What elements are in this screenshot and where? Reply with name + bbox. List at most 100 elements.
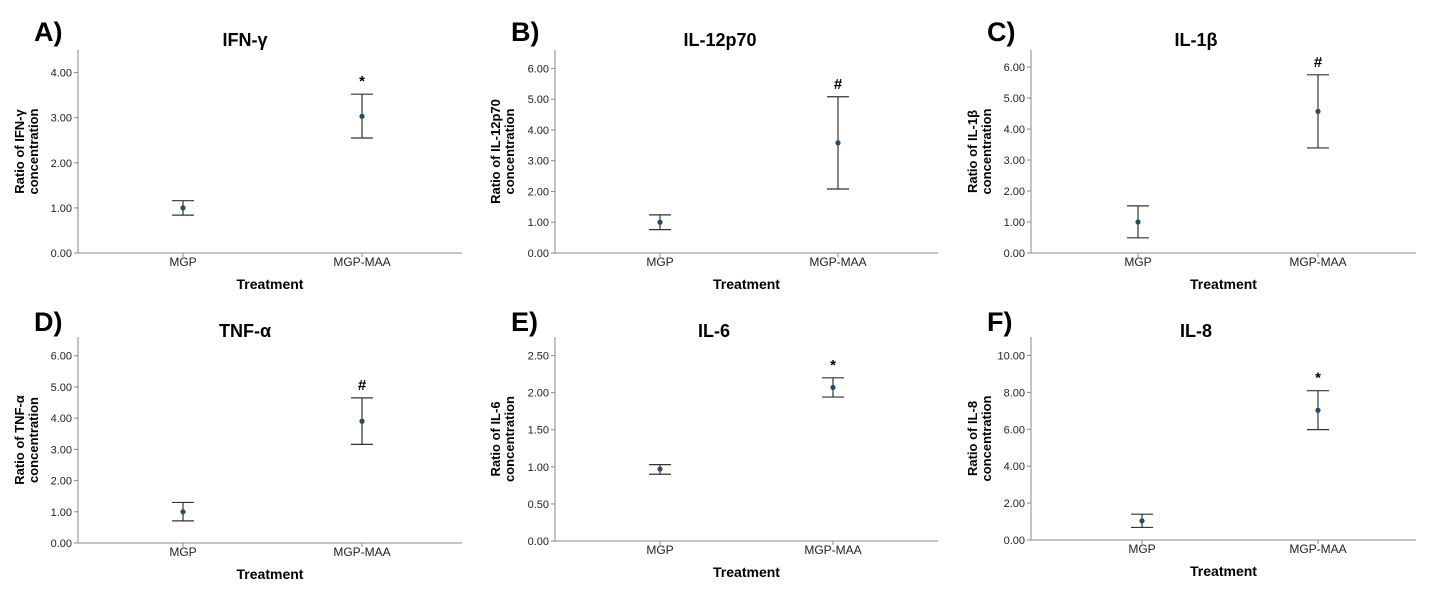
significance-marker: * bbox=[359, 73, 365, 90]
x-tick-label: MGP bbox=[646, 255, 673, 269]
y-tick-label: 4.00 bbox=[528, 125, 549, 137]
x-tick-label: MGP-MAA bbox=[333, 255, 390, 269]
mean-point bbox=[1139, 518, 1145, 524]
mean-point bbox=[835, 140, 841, 146]
mean-point bbox=[180, 205, 186, 211]
y-tick-label: 10.00 bbox=[997, 350, 1025, 362]
panel-letter: B) bbox=[511, 17, 540, 47]
y-tick-label: 2.00 bbox=[528, 186, 549, 198]
y-axis-title-line: concentration bbox=[502, 396, 517, 482]
y-tick-label: 2.50 bbox=[528, 351, 549, 363]
panel-letter: D) bbox=[34, 307, 63, 337]
y-tick-label: 6.00 bbox=[528, 63, 549, 75]
x-axis-title: Treatment bbox=[713, 276, 780, 292]
y-axis-title-line: concentration bbox=[502, 108, 517, 194]
panel-letter: A) bbox=[34, 17, 63, 47]
x-axis-title: Treatment bbox=[713, 564, 780, 580]
y-tick-label: 1.00 bbox=[528, 217, 549, 229]
y-tick-label: 4.00 bbox=[1004, 124, 1025, 136]
y-tick-label: 3.00 bbox=[51, 444, 72, 456]
x-tick-label: MGP bbox=[169, 545, 196, 559]
y-tick-label: 0.00 bbox=[1004, 248, 1025, 260]
y-tick-label: 4.00 bbox=[51, 413, 72, 425]
significance-marker: # bbox=[834, 76, 843, 93]
y-tick-label: 1.00 bbox=[51, 507, 72, 519]
panel-il-1beta: C) IL-1β 0.00 1.00 2.00 3.00 4.00 5.00 6.00 Ratio… bbox=[965, 17, 1416, 292]
mean-point bbox=[830, 384, 836, 391]
y-axis-title-line: Ratio of IFN-γ bbox=[12, 108, 27, 193]
mean-point bbox=[180, 509, 186, 515]
y-tick-label: 2.00 bbox=[51, 476, 72, 488]
panel-il-8: F) IL-8 0.00 2.00 4.00 6.00 8.00 10.00 Ratio of … bbox=[965, 307, 1416, 579]
y-axis-title-line: Ratio of IL-1β bbox=[965, 110, 980, 193]
mean-point bbox=[359, 113, 365, 119]
y-tick-label: 0.00 bbox=[51, 538, 72, 550]
y-axis-title-line: concentration bbox=[26, 397, 41, 483]
y-tick-label: 1.00 bbox=[1004, 217, 1025, 229]
y-tick-label: 4.00 bbox=[1004, 461, 1025, 473]
x-tick-label: MGP-MAA bbox=[804, 543, 861, 557]
mean-point bbox=[1135, 219, 1141, 225]
panel-letter: F) bbox=[987, 307, 1012, 337]
y-tick-label: 4.00 bbox=[51, 68, 72, 80]
x-axis-title: Treatment bbox=[237, 566, 304, 582]
y-axis-title-line: Ratio of TNF-α bbox=[12, 395, 27, 485]
panel-il-6: E) IL-6 0.00 0.50 1.00 1.50 2.00 2.50 Ratio of I… bbox=[488, 307, 938, 580]
chart-title: TNF-α bbox=[219, 321, 271, 341]
y-axis-title-line: concentration bbox=[26, 108, 41, 194]
mean-point bbox=[1315, 407, 1321, 413]
y-axis-title: Ratio of IL-6concentration bbox=[488, 396, 517, 482]
panel-tnf-alpha: D) TNF-α 0.00 1.00 2.00 3.00 4.00 5.00 6.00 Ratio… bbox=[12, 307, 462, 582]
panel-letter: C) bbox=[987, 17, 1016, 47]
x-tick-label: MGP bbox=[646, 543, 673, 557]
y-axis-title-line: Ratio of IL-8 bbox=[965, 401, 980, 476]
y-tick-label: 0.50 bbox=[528, 499, 549, 511]
y-axis-title-line: concentration bbox=[979, 395, 994, 481]
x-axis-title: Treatment bbox=[1190, 276, 1257, 292]
significance-marker: # bbox=[358, 377, 367, 394]
x-tick-label: MGP-MAA bbox=[809, 255, 866, 269]
x-tick-label: MGP bbox=[1124, 255, 1151, 269]
panel-ifn-gamma: A) IFN-γ 0.00 1.00 2.00 3.00 4.00 Ratio of IFN-… bbox=[12, 17, 462, 292]
y-tick-label: 0.00 bbox=[1004, 535, 1025, 547]
y-tick-label: 3.00 bbox=[1004, 155, 1025, 167]
panel-il-12p70: B) IL-12p70 0.00 1.00 2.00 3.00 4.00 5.00 6.00 Ra… bbox=[488, 17, 938, 292]
chart-title: IL-1β bbox=[1175, 30, 1218, 50]
y-tick-label: 2.00 bbox=[51, 158, 72, 170]
x-tick-label: MGP-MAA bbox=[333, 545, 390, 559]
y-tick-label: 1.50 bbox=[528, 425, 549, 437]
chart-title: IL-12p70 bbox=[683, 30, 756, 50]
y-axis-title: Ratio of IFN-γconcentration bbox=[12, 108, 41, 194]
y-axis-title-line: Ratio of IL-12p70 bbox=[488, 99, 503, 204]
y-tick-label: 1.00 bbox=[528, 462, 549, 474]
x-tick-label: MGP bbox=[1128, 542, 1155, 556]
y-axis-title-line: concentration bbox=[979, 108, 994, 194]
x-axis-title: Treatment bbox=[1190, 563, 1257, 579]
y-tick-label: 3.00 bbox=[51, 113, 72, 125]
y-tick-label: 5.00 bbox=[1004, 93, 1025, 105]
y-tick-label: 2.00 bbox=[1004, 498, 1025, 510]
y-axis-title: Ratio of IL-12p70concentration bbox=[488, 99, 517, 204]
mean-point bbox=[359, 418, 365, 424]
y-tick-label: 0.00 bbox=[528, 248, 549, 260]
significance-marker: * bbox=[1315, 370, 1321, 387]
x-tick-label: MGP-MAA bbox=[1289, 542, 1346, 556]
mean-point bbox=[1315, 108, 1321, 114]
y-tick-label: 2.00 bbox=[1004, 186, 1025, 198]
y-tick-label: 6.00 bbox=[51, 351, 72, 363]
y-tick-label: 2.00 bbox=[528, 388, 549, 400]
chart-title: IFN-γ bbox=[223, 30, 268, 50]
y-tick-label: 6.00 bbox=[1004, 62, 1025, 74]
chart-title: IL-8 bbox=[1180, 321, 1212, 341]
y-tick-label: 6.00 bbox=[1004, 424, 1025, 436]
x-tick-label: MGP bbox=[169, 255, 196, 269]
mean-point bbox=[657, 219, 663, 225]
y-tick-label: 8.00 bbox=[1004, 387, 1025, 399]
significance-marker: # bbox=[1314, 54, 1323, 71]
chart-title: IL-6 bbox=[698, 321, 730, 341]
mean-point bbox=[657, 466, 663, 472]
y-tick-label: 0.00 bbox=[51, 248, 72, 260]
y-axis-title: Ratio of IL-1βconcentration bbox=[965, 108, 994, 194]
y-tick-label: 3.00 bbox=[528, 156, 549, 168]
